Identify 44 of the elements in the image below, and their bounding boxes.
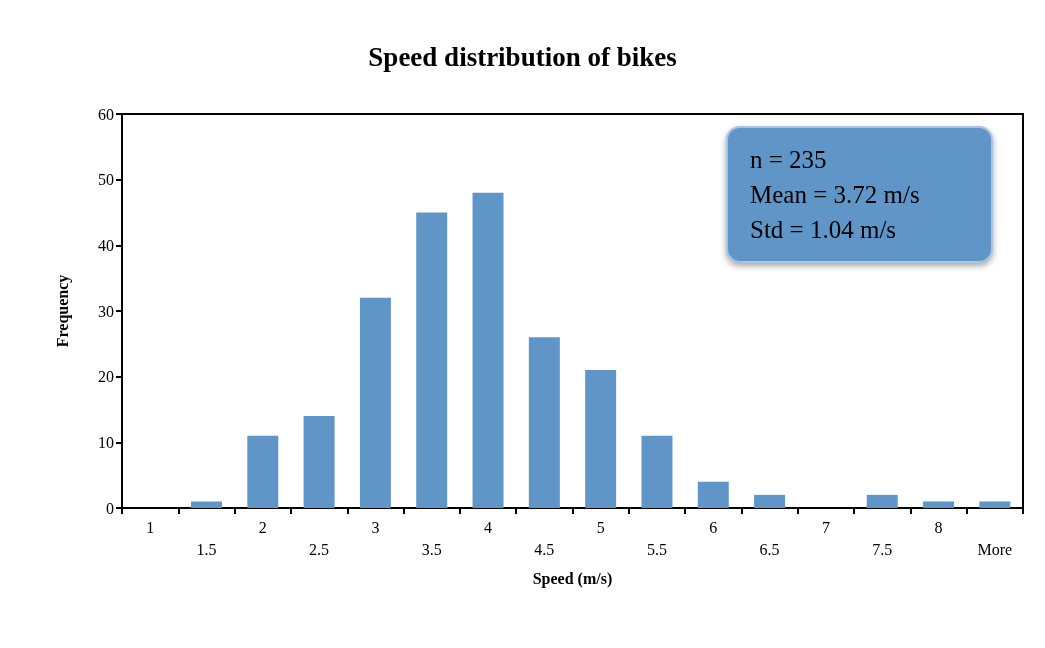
x-tick-label: 7.5 <box>872 540 893 558</box>
x-tick-label: 8 <box>934 518 943 536</box>
x-tick-label: 4.5 <box>534 540 555 558</box>
bar <box>359 297 391 508</box>
x-tick-label: 3 <box>371 518 380 536</box>
bar <box>247 435 279 508</box>
x-tick-label: 2 <box>258 518 267 536</box>
bar <box>754 494 786 508</box>
bar <box>190 501 222 508</box>
chart-title: Speed distribution of bikes <box>368 41 677 72</box>
y-tick-label: 40 <box>98 236 114 254</box>
x-tick-label: More <box>977 540 1013 558</box>
bar <box>472 192 504 508</box>
x-tick-label: 1.5 <box>196 540 217 558</box>
x-tick-label: 3.5 <box>421 540 442 558</box>
y-tick-label: 10 <box>98 433 114 451</box>
y-tick-label: 20 <box>98 368 114 386</box>
bar <box>866 494 898 508</box>
x-axis-title: Speed (m/s) <box>532 569 613 588</box>
bar <box>697 481 729 508</box>
text-box: n = 235 Mean = 3.72 m/s Std = 1.04 m/s <box>726 126 993 263</box>
x-tick-label: 4 <box>484 518 493 536</box>
y-axis-title: Frequency <box>53 274 72 348</box>
bar <box>641 435 673 508</box>
bar <box>416 212 448 508</box>
y-tick-label: 50 <box>98 171 114 189</box>
x-tick-label: 6 <box>709 518 718 536</box>
y-tick-label: 30 <box>98 302 114 320</box>
bar <box>979 501 1011 508</box>
x-tick-label: 5 <box>596 518 605 536</box>
annotation: n = 235 <box>750 145 828 175</box>
x-tick-label: 6.5 <box>759 540 780 558</box>
bar <box>303 416 335 508</box>
bar <box>528 337 560 508</box>
annotation: Std = 1.04 m/s <box>750 215 898 245</box>
x-tick-label: 2.5 <box>309 540 330 558</box>
x-tick-label: 1 <box>146 518 155 536</box>
x-tick-label: 7 <box>821 518 830 536</box>
bar <box>923 501 955 508</box>
y-tick-label: 60 <box>98 105 114 123</box>
x-tick-label: 5.5 <box>646 540 667 558</box>
bar <box>585 370 617 508</box>
annotation: Mean = 3.72 m/s <box>750 180 921 210</box>
y-tick-label: 0 <box>106 499 114 517</box>
